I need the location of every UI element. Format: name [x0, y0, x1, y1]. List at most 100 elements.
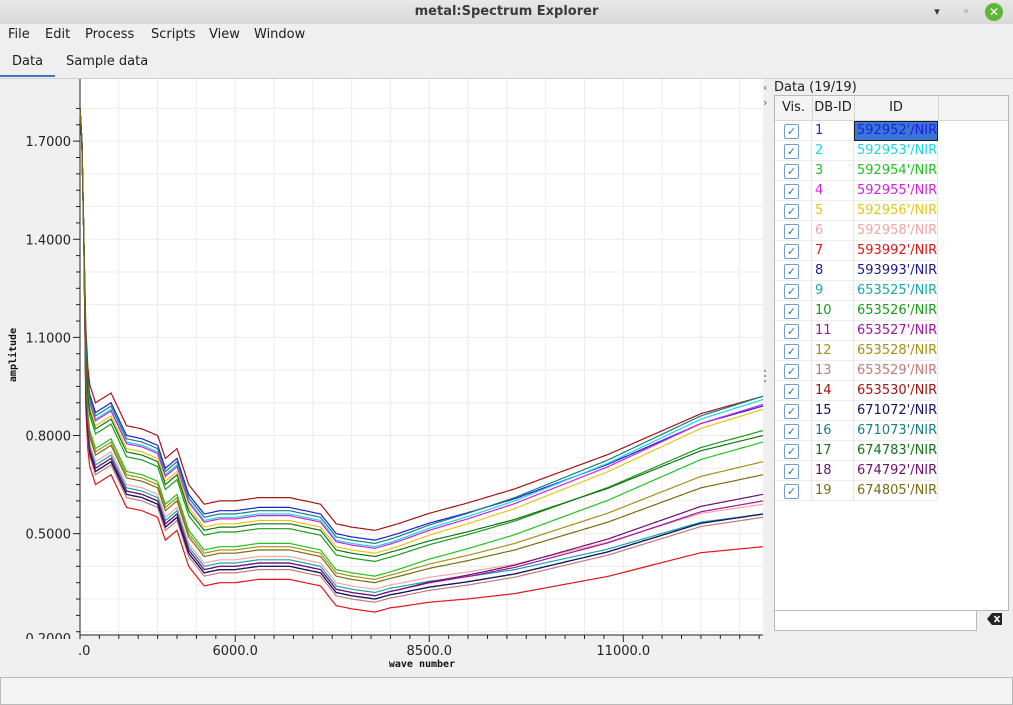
id-cell[interactable]: 653528'/NIR	[854, 341, 938, 361]
id-cell[interactable]: 653529'/NIR	[854, 361, 938, 381]
visibility-checkbox[interactable]: ✓	[784, 144, 799, 159]
db-id-cell[interactable]: 15	[812, 401, 854, 421]
id-cell[interactable]: 593993'/NIR	[854, 261, 938, 281]
visibility-checkbox[interactable]: ✓	[784, 364, 799, 379]
db-id-cell[interactable]: 17	[812, 441, 854, 461]
spectrum-line[interactable]	[79, 108, 764, 597]
spectrum-line[interactable]	[79, 108, 764, 563]
spectrum-line[interactable]	[79, 108, 764, 549]
id-cell[interactable]: 592954'/NIR	[854, 161, 938, 181]
table-row[interactable]: ✓ 19 674805'/NIR	[775, 481, 1008, 501]
plot-area[interactable]	[80, 79, 763, 635]
id-cell[interactable]: 593992'/NIR	[854, 241, 938, 261]
visibility-checkbox[interactable]: ✓	[784, 484, 799, 499]
id-cell[interactable]: 592955'/NIR	[854, 181, 938, 201]
spectrum-line[interactable]	[79, 108, 764, 531]
table-row[interactable]: ✓ 17 674783'/NIR	[775, 441, 1008, 461]
table-row[interactable]: ✓ 2 592953'/NIR	[775, 141, 1008, 161]
menu-edit[interactable]: Edit	[45, 27, 71, 42]
id-cell[interactable]: 592952'/NIR	[854, 121, 938, 141]
visibility-checkbox[interactable]: ✓	[784, 124, 799, 139]
id-cell[interactable]: 674792'/NIR	[854, 461, 938, 481]
visibility-checkbox[interactable]: ✓	[784, 324, 799, 339]
table-row[interactable]: ✓ 3 592954'/NIR	[775, 161, 1008, 181]
spectrum-line[interactable]	[79, 108, 764, 548]
filter-input[interactable]	[774, 610, 977, 631]
db-id-cell[interactable]: 11	[812, 321, 854, 341]
db-id-cell[interactable]: 1	[812, 121, 854, 141]
visibility-checkbox[interactable]: ✓	[784, 204, 799, 219]
db-id-cell[interactable]: 4	[812, 181, 854, 201]
menu-view[interactable]: View	[209, 27, 240, 42]
clear-filter-icon[interactable]	[987, 612, 1003, 626]
table-row[interactable]: ✓ 8 593993'/NIR	[775, 261, 1008, 281]
id-cell[interactable]: 653527'/NIR	[854, 321, 938, 341]
close-icon[interactable]: ✕	[985, 3, 1003, 21]
table-row[interactable]: ✓ 4 592955'/NIR	[775, 181, 1008, 201]
visibility-checkbox[interactable]: ✓	[784, 184, 799, 199]
menu-scripts[interactable]: Scripts	[151, 27, 196, 42]
db-id-cell[interactable]: 12	[812, 341, 854, 361]
db-id-cell[interactable]: 9	[812, 281, 854, 301]
collapse-left-icon[interactable]: ‹	[763, 81, 768, 94]
column-header-id[interactable]: ID	[854, 96, 939, 120]
panel-splitter[interactable]	[762, 80, 768, 672]
id-cell[interactable]: 671072'/NIR	[854, 401, 938, 421]
table-row[interactable]: ✓ 9 653525'/NIR	[775, 281, 1008, 301]
db-id-cell[interactable]: 3	[812, 161, 854, 181]
column-header-dbid[interactable]: DB-ID	[812, 96, 855, 120]
visibility-checkbox[interactable]: ✓	[784, 344, 799, 359]
db-id-cell[interactable]: 13	[812, 361, 854, 381]
table-row[interactable]: ✓ 6 592958'/NIR	[775, 221, 1008, 241]
table-row[interactable]: ✓ 15 671072'/NIR	[775, 401, 1008, 421]
tab-sample-data[interactable]: Sample data	[66, 54, 149, 69]
id-cell[interactable]: 653525'/NIR	[854, 281, 938, 301]
visibility-checkbox[interactable]: ✓	[784, 264, 799, 279]
spectrum-line[interactable]	[79, 108, 764, 554]
spectrum-line[interactable]	[79, 108, 764, 541]
spectrum-line[interactable]	[79, 108, 764, 600]
table-row[interactable]: ✓ 10 653526'/NIR	[775, 301, 1008, 321]
menu-window[interactable]: Window	[254, 27, 306, 42]
visibility-checkbox[interactable]: ✓	[784, 384, 799, 399]
db-id-cell[interactable]: 10	[812, 301, 854, 321]
spectrum-plot[interactable]: 6000.0 8500.0 11000.0 .0 0.5000 0.8000 1.1000 1…	[0, 79, 765, 673]
db-id-cell[interactable]: 18	[812, 461, 854, 481]
tab-data[interactable]: Data	[0, 54, 56, 77]
visibility-checkbox[interactable]: ✓	[784, 304, 799, 319]
table-row[interactable]: ✓ 12 653528'/NIR	[775, 341, 1008, 361]
id-cell[interactable]: 592958'/NIR	[854, 221, 938, 241]
db-id-cell[interactable]: 6	[812, 221, 854, 241]
column-header-vis[interactable]: Vis.	[775, 96, 813, 120]
id-cell[interactable]: 592953'/NIR	[854, 141, 938, 161]
visibility-checkbox[interactable]: ✓	[784, 444, 799, 459]
spectrum-line[interactable]	[79, 108, 764, 581]
menu-process[interactable]: Process	[85, 27, 135, 42]
menu-file[interactable]: File	[8, 27, 30, 42]
spectrum-line[interactable]	[79, 108, 764, 558]
collapse-right-icon[interactable]: ›	[763, 96, 768, 109]
table-row[interactable]: ✓ 16 671073'/NIR	[775, 421, 1008, 441]
table-row[interactable]: ✓ 18 674792'/NIR	[775, 461, 1008, 481]
spectrum-line[interactable]	[79, 108, 764, 613]
visibility-checkbox[interactable]: ✓	[784, 244, 799, 259]
spectrum-line[interactable]	[79, 108, 764, 584]
visibility-checkbox[interactable]: ✓	[784, 164, 799, 179]
visibility-checkbox[interactable]: ✓	[784, 464, 799, 479]
visibility-checkbox[interactable]: ✓	[784, 424, 799, 439]
db-id-cell[interactable]: 14	[812, 381, 854, 401]
visibility-checkbox[interactable]: ✓	[784, 284, 799, 299]
table-row[interactable]: ✓ 11 653527'/NIR	[775, 321, 1008, 341]
spectrum-line[interactable]	[79, 108, 764, 603]
table-row[interactable]: ✓ 13 653529'/NIR	[775, 361, 1008, 381]
maximize-icon[interactable]: ◦	[962, 5, 970, 18]
db-id-cell[interactable]: 8	[812, 261, 854, 281]
spectrum-chart[interactable]: 6000.0 8500.0 11000.0 .0 0.5000 0.8000 1.1000 1…	[0, 79, 765, 673]
id-cell[interactable]: 592956'/NIR	[854, 201, 938, 221]
id-cell[interactable]: 653526'/NIR	[854, 301, 938, 321]
id-cell[interactable]: 674783'/NIR	[854, 441, 938, 461]
id-cell[interactable]: 671073'/NIR	[854, 421, 938, 441]
table-row[interactable]: ✓ 5 592956'/NIR	[775, 201, 1008, 221]
visibility-checkbox[interactable]: ✓	[784, 224, 799, 239]
id-cell[interactable]: 674805'/NIR	[854, 481, 938, 501]
